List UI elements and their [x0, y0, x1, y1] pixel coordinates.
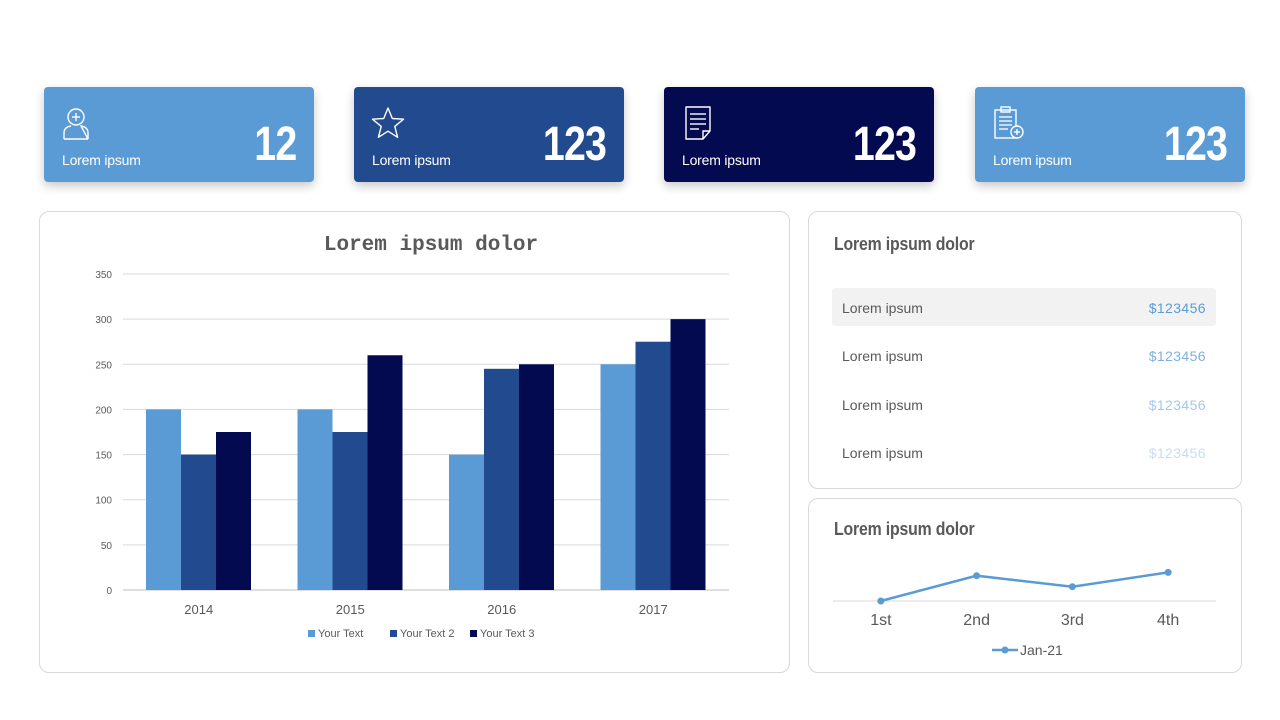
data-point: [973, 572, 981, 580]
kpi-card-3: Lorem ipsum 123: [664, 87, 934, 182]
bar: [635, 341, 671, 590]
list-panel: Lorem ipsum dolor Lorem ipsum $123456 Lo…: [808, 211, 1242, 489]
y-tick-label: 150: [95, 451, 112, 462]
y-tick-label: 50: [101, 541, 113, 552]
list-item: Lorem ipsum $123456: [832, 385, 1216, 423]
kpi-label: Lorem ipsum: [682, 152, 761, 168]
legend-marker: [1001, 646, 1009, 654]
kpi-value: 12: [253, 118, 297, 171]
legend-swatch: [470, 630, 477, 637]
x-tick-label: 2016: [487, 602, 516, 617]
list-item-label: Lorem ipsum: [842, 348, 923, 364]
kpi-card-1: Lorem ipsum 12: [44, 87, 314, 182]
list-item: Lorem ipsum $123456: [832, 336, 1216, 374]
bar: [297, 409, 333, 590]
series-line: [880, 571, 1169, 603]
x-tick-label: 3rd: [1061, 612, 1084, 629]
data-point: [1068, 583, 1076, 591]
bar: [600, 364, 636, 590]
legend-label: Your Text 2: [400, 628, 454, 640]
y-tick-label: 350: [95, 270, 112, 281]
bar: [146, 409, 181, 590]
bar: [670, 319, 706, 590]
star-icon: [371, 107, 405, 138]
x-tick-label: 2nd: [963, 612, 990, 629]
list-item: Lorem ipsum $123456: [832, 433, 1216, 471]
list-item: Lorem ipsum $123456: [832, 288, 1216, 326]
kpi-label: Lorem ipsum: [993, 152, 1072, 168]
document-icon: [685, 106, 711, 140]
list-item-label: Lorem ipsum: [842, 397, 923, 413]
x-tick-label: 2015: [336, 602, 365, 617]
user-plus-icon: [63, 108, 89, 140]
x-tick-label: 1st: [870, 612, 892, 629]
y-tick-label: 250: [95, 360, 112, 371]
chart-title: Lorem ipsum dolor: [324, 234, 538, 257]
legend-label: Jan-21: [1020, 642, 1063, 658]
list-item-value: $123456: [1148, 300, 1206, 316]
kpi-label: Lorem ipsum: [62, 152, 141, 168]
legend-swatch: [390, 630, 397, 637]
line-panel-title: Lorem ipsum dolor: [834, 519, 975, 539]
clipboard-plus-icon: [994, 106, 1024, 139]
y-tick-label: 200: [95, 405, 112, 416]
list-item-value: $123456: [1148, 397, 1206, 413]
x-tick-label: 2014: [184, 602, 213, 617]
y-tick-label: 100: [95, 496, 112, 507]
legend-swatch: [308, 630, 315, 637]
list-panel-title: Lorem ipsum dolor: [834, 234, 975, 254]
line-chart: 1st 2nd 3rd 4th Jan-21: [833, 568, 1216, 658]
bar: [216, 432, 251, 590]
kpi-card-2: Lorem ipsum 123: [354, 87, 624, 182]
bar-chart: Lorem ipsum dolor 0 50 100 150 200 250 300 350 20…: [95, 234, 729, 640]
y-tick-label: 300: [95, 315, 112, 326]
list-item-value: $123456: [1148, 348, 1206, 364]
data-point: [877, 597, 885, 605]
bar: [449, 454, 484, 590]
kpi-label: Lorem ipsum: [372, 152, 451, 168]
bar-chart-panel: Lorem ipsum dolor 0 50 100 150 200 250 300 350 20…: [39, 211, 790, 673]
line-chart-panel: Lorem ipsum dolor 1st 2nd 3rd 4th Jan-21: [808, 498, 1242, 673]
bar: [367, 355, 403, 590]
bar: [519, 364, 554, 590]
list-item-label: Lorem ipsum: [842, 445, 923, 461]
bar: [181, 454, 216, 590]
bar: [484, 368, 519, 590]
legend-label: Your Text 3: [480, 628, 534, 640]
legend-label: Your Text: [318, 628, 363, 640]
kpi-card-4: Lorem ipsum 123: [975, 87, 1245, 182]
list-item-label: Lorem ipsum: [842, 300, 923, 316]
list-item-value: $123456: [1148, 445, 1206, 461]
kpi-value: 123: [542, 118, 607, 171]
data-point: [1164, 568, 1172, 576]
y-tick-label: 0: [106, 586, 112, 597]
kpi-value: 123: [852, 118, 917, 171]
x-tick-label: 2017: [639, 602, 668, 617]
bar: [332, 432, 368, 590]
x-tick-label: 4th: [1157, 612, 1179, 629]
kpi-value: 123: [1163, 118, 1228, 171]
